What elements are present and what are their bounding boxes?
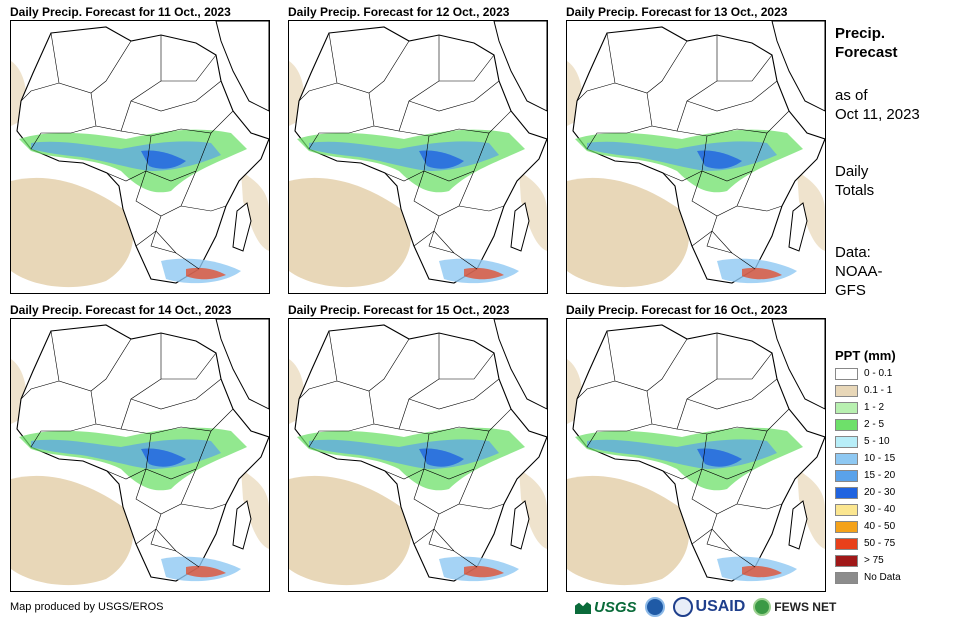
africa-precip-map — [289, 319, 547, 586]
panel-title: Daily Precip. Forecast for 16 Oct., 2023 — [566, 303, 788, 317]
legend-row: 2 - 5 — [835, 416, 955, 433]
fews-net-logo: FEWS NET — [753, 598, 836, 616]
legend-label: 15 - 20 — [864, 469, 896, 481]
africa-precip-map — [567, 319, 825, 586]
legend-label: 0.1 - 1 — [864, 384, 893, 396]
legend-swatch — [835, 469, 858, 482]
noaa-logo — [644, 597, 665, 617]
side-title: Precip. Forecast — [835, 24, 955, 62]
data-source-label: Data: — [835, 244, 871, 261]
ppt-legend: PPT (mm) 0 - 0.1 0.1 - 1 1 - 2 2 - 5 5 - 10 1… — [835, 347, 955, 586]
legend-swatch — [835, 418, 858, 431]
legend-swatch — [835, 571, 858, 584]
fews-text: FEWS NET — [774, 600, 837, 614]
usgs-logo: USGS — [575, 599, 637, 616]
panel-title: Daily Precip. Forecast for 13 Oct., 2023 — [566, 5, 788, 19]
partner-logos: USGS USAID FEWS NET — [575, 595, 844, 619]
legend-label: > 75 — [864, 554, 884, 566]
panel-title: Daily Precip. Forecast for 14 Oct., 2023 — [10, 303, 232, 317]
side-title-line1: Precip. — [835, 25, 886, 42]
legend-row: 10 - 15 — [835, 450, 955, 467]
totals-line1: Daily — [835, 163, 869, 180]
precip-map — [10, 318, 270, 592]
precip-map — [566, 318, 826, 592]
africa-precip-map — [289, 21, 547, 288]
precip-map — [288, 20, 548, 294]
legend-swatch — [835, 554, 858, 567]
usaid-seal-icon — [672, 597, 693, 617]
legend-row: 0 - 0.1 — [835, 365, 955, 382]
precip-map — [288, 318, 548, 592]
panel-title: Daily Precip. Forecast for 11 Oct., 2023 — [10, 5, 231, 19]
legend-swatch — [835, 520, 858, 533]
globe-icon — [753, 598, 772, 616]
legend-title: PPT (mm) — [835, 348, 896, 363]
legend-row: > 75 — [835, 552, 955, 569]
precip-map — [10, 20, 270, 294]
panel-title: Daily Precip. Forecast for 15 Oct., 2023 — [288, 303, 510, 317]
noaa-seal-icon — [644, 597, 665, 617]
legend-swatch — [835, 367, 858, 380]
usaid-text: USAID — [695, 598, 746, 615]
legend-label: 1 - 2 — [864, 401, 885, 413]
legend-row: 30 - 40 — [835, 501, 955, 518]
legend-row: 1 - 2 — [835, 399, 955, 416]
as-of-date: as of Oct 11, 2023 — [835, 86, 955, 124]
legend-row: 50 - 75 — [835, 535, 955, 552]
legend-swatch — [835, 384, 858, 397]
africa-precip-map — [11, 319, 269, 586]
data-source-line3: GFS — [835, 282, 866, 299]
legend-swatch — [835, 537, 858, 550]
legend-label: 10 - 15 — [864, 452, 896, 464]
panel-title: Daily Precip. Forecast for 12 Oct., 2023 — [288, 5, 510, 19]
map-credit: Map produced by USGS/EROS — [10, 601, 164, 613]
legend-label: 30 - 40 — [864, 503, 896, 515]
legend-row: 0.1 - 1 — [835, 382, 955, 399]
as-of-label: as of — [835, 87, 868, 104]
legend-label: 20 - 30 — [864, 486, 896, 498]
legend-label: 50 - 75 — [864, 537, 896, 549]
legend-swatch — [835, 486, 858, 499]
legend-label: No Data — [864, 571, 901, 583]
legend-swatch — [835, 435, 858, 448]
legend-row: 40 - 50 — [835, 518, 955, 535]
totals-line2: Totals — [835, 182, 875, 199]
africa-precip-map — [11, 21, 269, 288]
side-title-line2: Forecast — [835, 44, 898, 61]
data-source-line2: NOAA- — [835, 263, 883, 280]
data-source: Data: NOAA- GFS — [835, 243, 955, 300]
legend-label: 40 - 50 — [864, 520, 896, 532]
precip-map — [566, 20, 826, 294]
legend-swatch — [835, 401, 858, 414]
legend-label: 0 - 0.1 — [864, 367, 893, 379]
usgs-wave-icon — [575, 602, 591, 614]
as-of-value: Oct 11, 2023 — [835, 106, 920, 123]
legend-row: No Data — [835, 569, 955, 586]
legend-row: 20 - 30 — [835, 484, 955, 501]
africa-precip-map — [567, 21, 825, 288]
daily-totals-label: Daily Totals — [835, 162, 955, 200]
usaid-logo: USAID — [672, 597, 746, 617]
legend-swatch — [835, 452, 858, 465]
legend-swatch — [835, 503, 858, 516]
legend-row: 5 - 10 — [835, 433, 955, 450]
usgs-text: USGS — [594, 598, 637, 616]
legend-label: 5 - 10 — [864, 435, 890, 447]
legend-row: 15 - 20 — [835, 467, 955, 484]
legend-label: 2 - 5 — [864, 418, 885, 430]
